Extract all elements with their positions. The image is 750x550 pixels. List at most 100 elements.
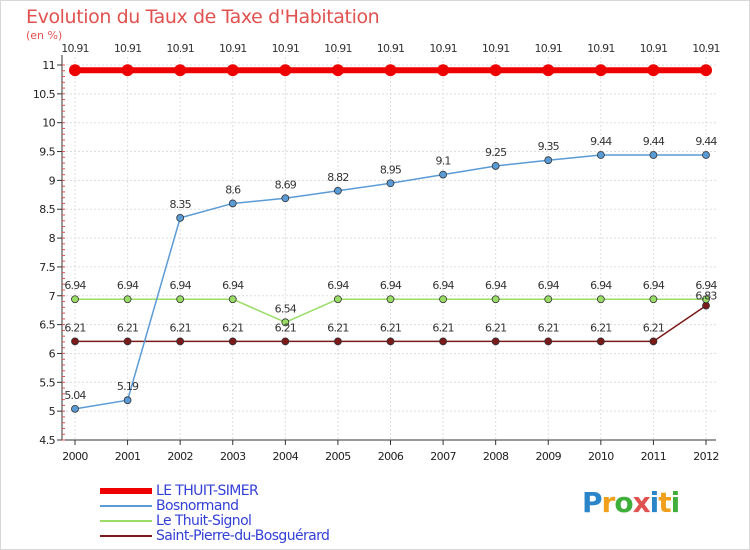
data-label: 10.91 [692, 42, 720, 55]
data-label: 6.94 [170, 279, 192, 292]
y-tick-label: 9.5 [39, 146, 55, 159]
data-label: 6.94 [538, 279, 560, 292]
data-point [491, 337, 500, 346]
logo-letter: t [658, 486, 671, 519]
logo-letter: o [614, 486, 633, 519]
data-point [174, 64, 187, 77]
x-tick-label: 2002 [167, 450, 193, 463]
legend-swatch [100, 535, 152, 537]
data-point [121, 64, 134, 77]
data-point [176, 337, 185, 346]
data-label: 6.94 [380, 279, 402, 292]
data-label: 10.91 [114, 42, 142, 55]
legend-label: Bosnormand [156, 498, 239, 514]
data-label: 6.21 [380, 321, 401, 334]
logo-letter: i [670, 486, 681, 519]
data-point [594, 64, 607, 77]
data-label: 6.21 [485, 321, 506, 334]
logo-letter: i [649, 486, 660, 519]
data-point [596, 337, 605, 346]
line-chart: 4.5 5 5.5 6 6.5 7 7.5 8 8.5 9 9.5 10 10.5 11 2000 2001 2… [33, 42, 721, 463]
x-tick-label: 2004 [273, 450, 299, 463]
data-point [544, 337, 553, 346]
data-label: 10.91 [61, 42, 89, 55]
y-tick-label: 8.5 [39, 203, 55, 216]
data-point [437, 64, 450, 77]
x-tick-label: 2011 [641, 450, 667, 463]
unit-label: (en %) [26, 29, 63, 42]
data-label: 6.21 [117, 321, 138, 334]
data-label: 10.91 [482, 42, 510, 55]
data-label: 8.82 [327, 171, 348, 184]
data-point [386, 337, 395, 346]
data-point [386, 179, 395, 188]
data-point [649, 337, 658, 346]
data-label: 6.54 [275, 302, 297, 315]
data-point [334, 295, 342, 304]
x-tick-label: 2000 [62, 450, 88, 463]
data-point [281, 337, 290, 346]
data-point [384, 64, 397, 77]
y-tick-label: 10.5 [33, 88, 56, 101]
data-label: 10.91 [429, 42, 457, 55]
data-point [544, 156, 553, 165]
data-point [281, 194, 290, 203]
grid [62, 57, 716, 441]
data-point [649, 295, 658, 304]
data-point [702, 151, 710, 159]
data-point [596, 295, 605, 304]
data-label: 6.21 [64, 321, 85, 334]
data-point [439, 337, 447, 346]
data-point [544, 295, 553, 304]
data-label: 5.04 [64, 389, 86, 402]
x-tick-label: 2003 [220, 450, 246, 463]
data-point [281, 318, 290, 327]
y-tick-label: 7.5 [39, 261, 55, 274]
data-label: 6.21 [538, 321, 559, 334]
data-point [439, 170, 447, 179]
data-point [649, 151, 658, 159]
data-label: 8.95 [380, 163, 402, 176]
data-label: 6.94 [327, 279, 349, 292]
data-label: 6.94 [432, 279, 454, 292]
x-tick-label: 2012 [693, 450, 719, 463]
data-label: 6.94 [695, 279, 717, 292]
data-point [228, 337, 237, 346]
data-label: 10.91 [535, 42, 563, 55]
data-point [123, 337, 132, 346]
data-label: 6.94 [222, 279, 244, 292]
legend-label: Saint-Pierre-du-Bosguérard [156, 528, 330, 544]
data-label: 9.44 [695, 135, 717, 148]
data-point [71, 295, 79, 304]
data-label: 10.91 [640, 42, 668, 55]
y-tick-label: 7 [49, 290, 56, 303]
legend-swatch [100, 505, 152, 507]
data-label: 10.91 [166, 42, 194, 55]
data-label: 6.21 [275, 321, 296, 334]
data-point [647, 64, 660, 77]
legend-swatch [100, 488, 152, 494]
logo-letter: r [601, 486, 616, 519]
legend-swatch [100, 520, 152, 522]
logo-letter: P [582, 486, 603, 519]
data-point [176, 295, 185, 304]
x-tick-label: 2009 [535, 450, 561, 463]
data-point [489, 64, 502, 77]
data-label: 10.91 [324, 42, 352, 55]
x-tick-label: 2008 [483, 450, 509, 463]
data-point [702, 295, 710, 304]
data-point [228, 199, 237, 208]
data-label: 6.94 [64, 279, 86, 292]
data-label: 6.94 [485, 279, 507, 292]
data-point [69, 64, 81, 77]
y-tick-label: 6.5 [39, 319, 55, 332]
data-label: 6.21 [643, 321, 664, 334]
y-tick-label: 5.5 [39, 376, 55, 389]
y-tick-label: 9 [49, 174, 56, 187]
data-point [334, 186, 342, 195]
data-label: 6.21 [590, 321, 611, 334]
data-point [123, 396, 132, 405]
y-tick-label: 11 [42, 59, 55, 72]
data-point [491, 162, 500, 170]
